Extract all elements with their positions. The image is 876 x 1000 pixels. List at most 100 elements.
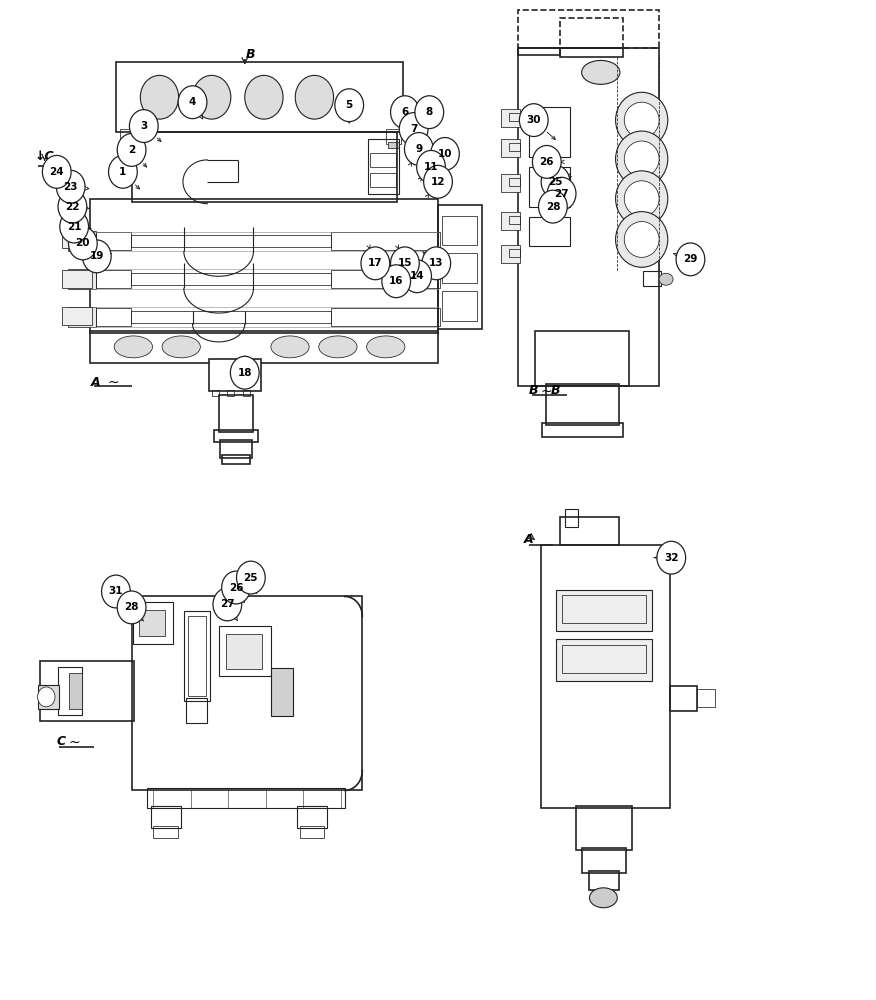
Circle shape — [56, 170, 85, 203]
Text: A: A — [90, 376, 100, 389]
Ellipse shape — [162, 336, 201, 358]
Ellipse shape — [271, 336, 309, 358]
Bar — [540, 545, 669, 808]
Text: 16: 16 — [389, 276, 404, 286]
Circle shape — [130, 110, 159, 142]
Bar — [62, 307, 92, 325]
Bar — [58, 667, 82, 715]
Circle shape — [541, 165, 570, 198]
Circle shape — [58, 190, 87, 223]
Text: ~: ~ — [107, 376, 119, 390]
Bar — [68, 269, 95, 289]
Bar — [184, 611, 210, 701]
Bar — [131, 132, 397, 202]
Ellipse shape — [140, 75, 179, 119]
Text: 11: 11 — [424, 162, 438, 172]
Text: 14: 14 — [410, 271, 424, 281]
Circle shape — [676, 243, 705, 276]
Bar — [509, 249, 519, 257]
Bar — [271, 668, 293, 716]
Bar — [583, 848, 626, 873]
Bar — [501, 139, 519, 157]
Ellipse shape — [616, 212, 668, 267]
Text: 25: 25 — [244, 573, 258, 583]
Bar — [438, 205, 482, 329]
Circle shape — [391, 247, 420, 280]
Circle shape — [213, 588, 242, 621]
Text: C: C — [56, 735, 66, 748]
Ellipse shape — [616, 92, 668, 148]
Ellipse shape — [319, 336, 357, 358]
Text: 17: 17 — [368, 258, 383, 268]
Circle shape — [117, 134, 146, 166]
Circle shape — [222, 571, 251, 604]
Bar — [95, 232, 131, 250]
Bar — [215, 430, 258, 442]
Text: 21: 21 — [67, 222, 81, 232]
Text: 24: 24 — [49, 167, 64, 177]
Bar — [697, 689, 715, 707]
Text: 5: 5 — [346, 100, 353, 110]
Circle shape — [391, 96, 420, 129]
Bar — [528, 167, 570, 207]
Bar — [501, 245, 519, 263]
Bar — [562, 645, 646, 673]
Bar — [509, 178, 519, 186]
Text: B: B — [551, 384, 561, 397]
Bar — [331, 308, 440, 326]
Bar — [120, 129, 136, 144]
Bar — [131, 235, 331, 247]
Bar — [331, 270, 440, 288]
Ellipse shape — [616, 171, 668, 227]
Circle shape — [361, 247, 390, 280]
Circle shape — [533, 145, 562, 178]
Text: 13: 13 — [429, 258, 443, 268]
Text: B: B — [246, 48, 256, 61]
Text: 20: 20 — [75, 238, 90, 248]
Text: ~: ~ — [540, 385, 553, 399]
Text: 31: 31 — [109, 586, 124, 596]
Circle shape — [657, 541, 686, 574]
Bar — [131, 311, 331, 323]
Bar — [131, 273, 331, 285]
Text: 19: 19 — [89, 251, 104, 261]
Ellipse shape — [582, 60, 620, 84]
Circle shape — [178, 86, 207, 119]
Text: A: A — [524, 533, 533, 546]
Bar — [95, 270, 131, 288]
Circle shape — [230, 356, 259, 389]
Text: 27: 27 — [220, 599, 235, 609]
Text: 26: 26 — [540, 157, 554, 167]
Circle shape — [237, 561, 265, 594]
Text: 10: 10 — [438, 149, 452, 159]
Circle shape — [109, 155, 138, 188]
Circle shape — [68, 227, 97, 260]
Bar — [509, 113, 519, 121]
Circle shape — [415, 96, 443, 129]
Circle shape — [548, 177, 576, 210]
Bar — [565, 509, 578, 527]
Bar — [138, 610, 165, 636]
Bar — [212, 390, 219, 396]
Circle shape — [60, 210, 88, 243]
Ellipse shape — [193, 75, 231, 119]
Bar — [90, 199, 438, 333]
Bar — [186, 698, 208, 723]
Bar — [131, 596, 363, 790]
Bar — [62, 270, 92, 288]
Bar — [62, 231, 92, 248]
Bar — [68, 231, 95, 251]
Text: 2: 2 — [128, 145, 135, 155]
Circle shape — [519, 104, 548, 137]
Text: 27: 27 — [555, 189, 569, 199]
Bar — [518, 48, 560, 55]
Text: B: B — [528, 384, 538, 397]
Text: 23: 23 — [63, 182, 78, 192]
Bar — [123, 142, 133, 148]
Circle shape — [431, 138, 459, 170]
Bar — [442, 253, 477, 283]
Bar — [219, 626, 271, 676]
Text: 12: 12 — [431, 177, 445, 187]
Text: 25: 25 — [548, 177, 562, 187]
Text: 6: 6 — [401, 107, 408, 117]
